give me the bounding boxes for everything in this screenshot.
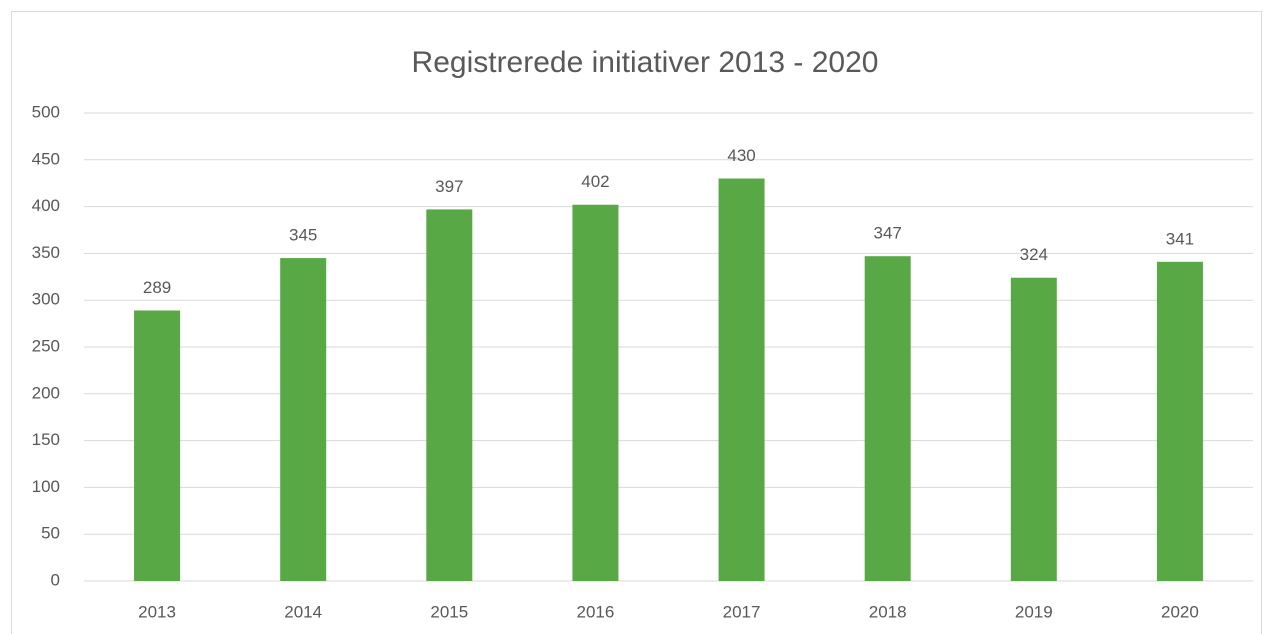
- bar: [426, 209, 473, 581]
- data-label: 345: [289, 226, 317, 245]
- y-tick-label: 150: [32, 430, 60, 449]
- bar: [1010, 277, 1057, 581]
- bar: [572, 204, 619, 581]
- data-label: 347: [874, 224, 902, 243]
- data-label: 341: [1166, 229, 1194, 248]
- chart-title: Registrerede initiativer 2013 - 2020: [412, 46, 879, 79]
- data-label: 402: [581, 172, 609, 191]
- y-tick-label: 50: [41, 524, 60, 543]
- x-tick-label: 2013: [138, 602, 176, 621]
- data-label: 397: [435, 177, 463, 196]
- y-tick-label: 350: [32, 243, 60, 262]
- x-tick-label: 2015: [430, 602, 468, 621]
- y-tick-label: 250: [32, 336, 60, 355]
- y-tick-label: 300: [32, 290, 60, 309]
- bar: [1156, 261, 1203, 581]
- bar: [864, 256, 911, 581]
- bar: [718, 178, 765, 581]
- chart-border: [11, 11, 1262, 634]
- bar: [280, 258, 327, 581]
- x-tick-label: 2018: [869, 602, 907, 621]
- x-tick-label: 2016: [577, 602, 615, 621]
- x-tick-label: 2014: [284, 602, 322, 621]
- data-label: 289: [143, 278, 171, 297]
- x-tick-label: 2019: [1015, 602, 1053, 621]
- y-tick-label: 0: [51, 570, 60, 589]
- x-tick-label: 2017: [723, 602, 761, 621]
- y-tick-label: 500: [32, 102, 60, 121]
- y-tick-label: 200: [32, 383, 60, 402]
- data-label: 430: [727, 146, 755, 165]
- data-label: 324: [1020, 245, 1048, 264]
- x-tick-label: 2020: [1161, 602, 1199, 621]
- y-tick-label: 100: [32, 477, 60, 496]
- bar: [134, 310, 181, 581]
- y-tick-label: 450: [32, 149, 60, 168]
- y-tick-label: 400: [32, 196, 60, 215]
